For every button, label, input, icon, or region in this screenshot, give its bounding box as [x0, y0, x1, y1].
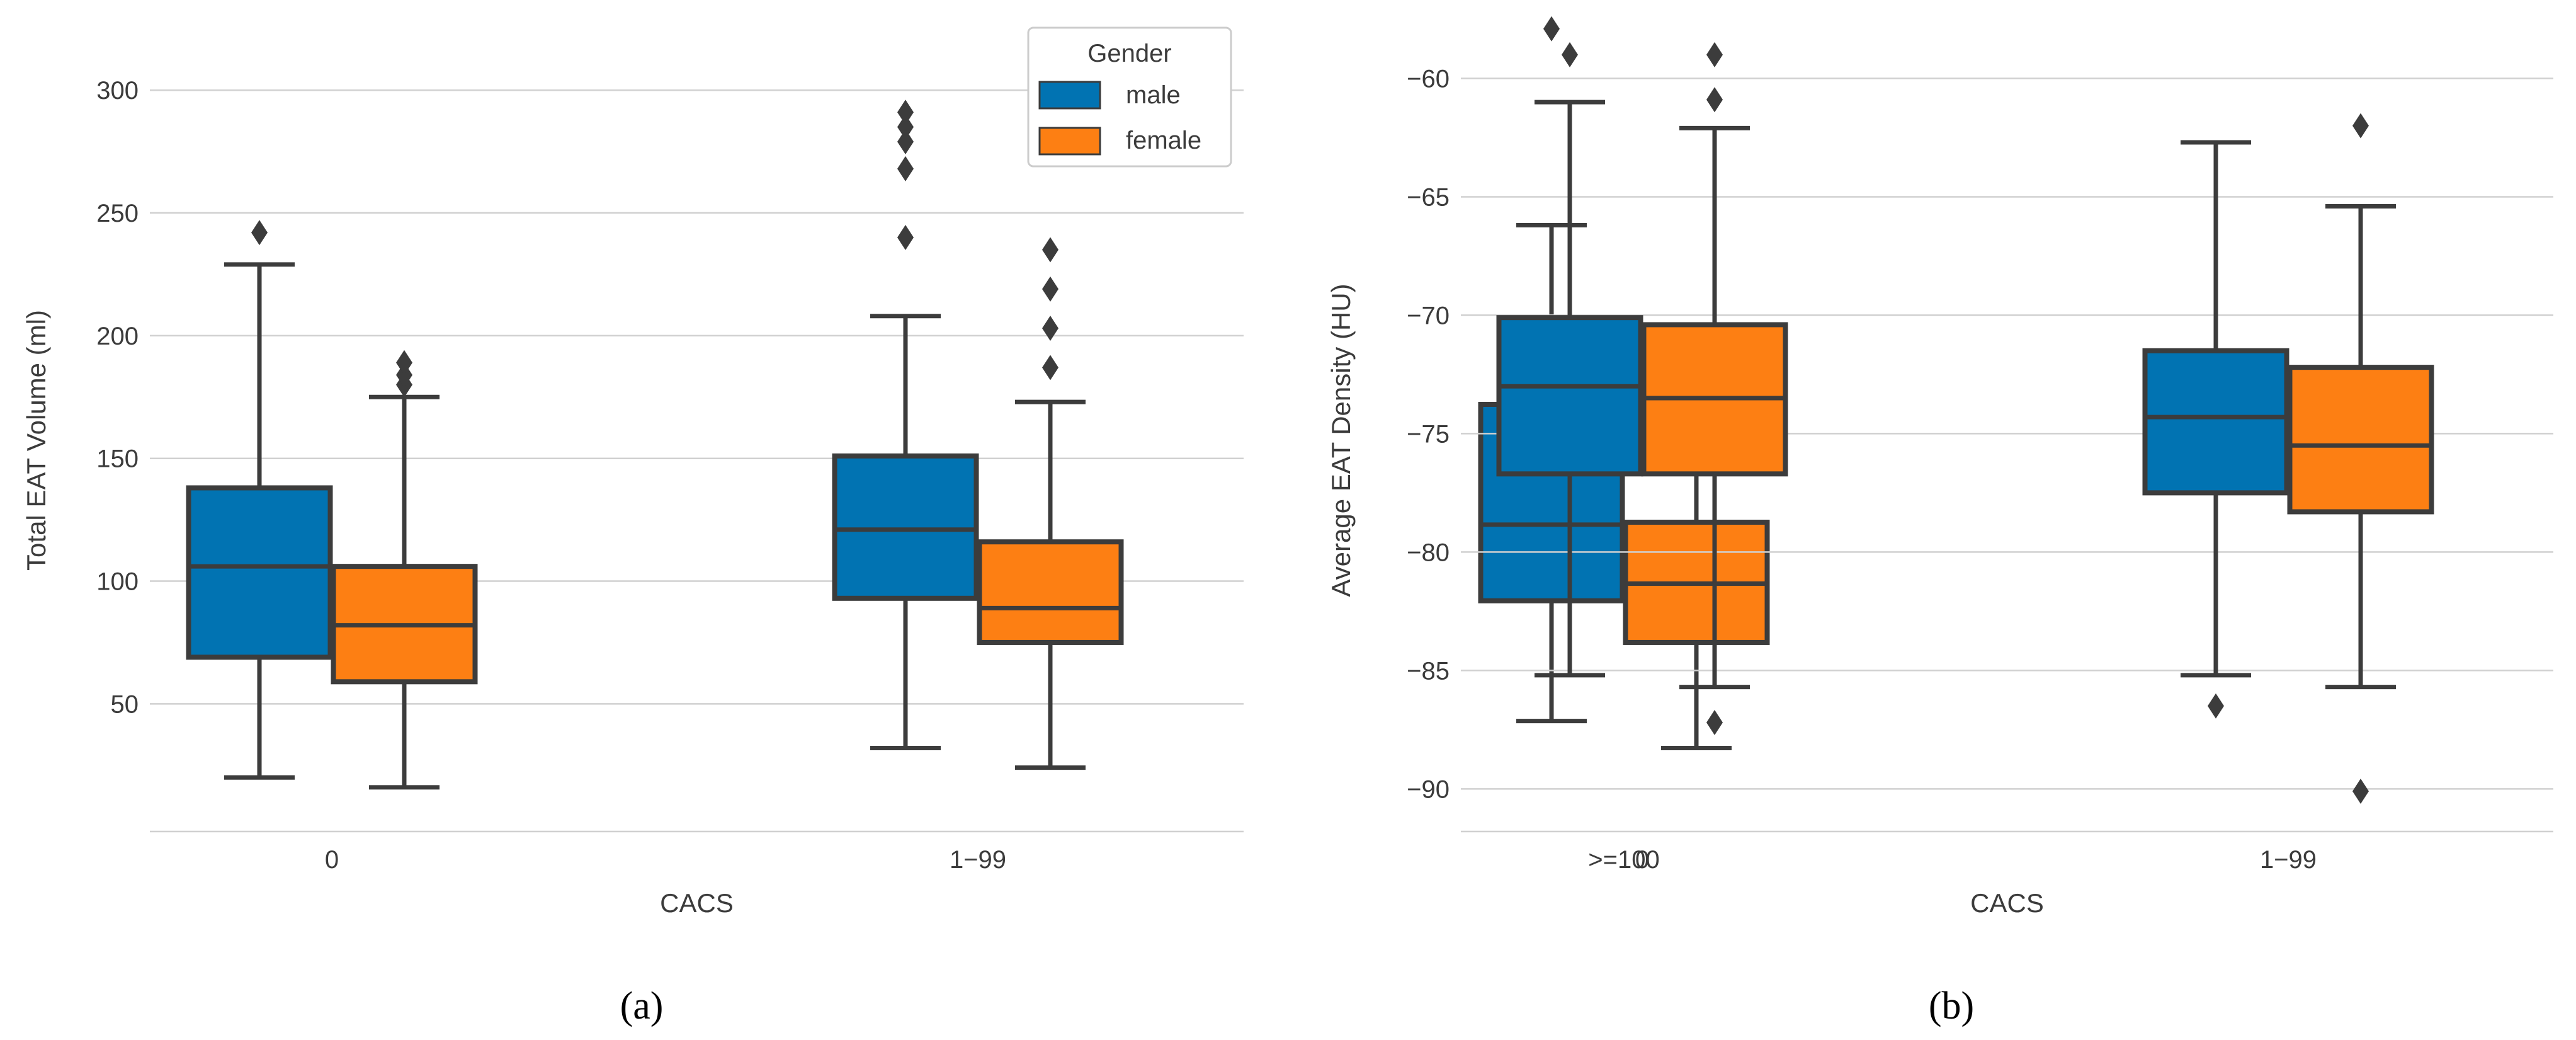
- chart-panel-b: −90 −85 −80 −75 −70 −65 −60 0 1−99 >=100 CACS Avera…: [1326, 42, 2553, 918]
- caption-b: (b): [1929, 985, 1974, 1027]
- x-axis-label: CACS: [1970, 888, 2044, 918]
- y-axis-label: Average EAT Density (HU): [1326, 283, 1356, 597]
- box-iqr: [2142, 348, 2289, 496]
- outlier-point: [897, 100, 914, 125]
- box-male-1: [2142, 140, 2289, 719]
- outlier-point: [1042, 237, 1058, 263]
- y-axis-label: Total EAT Volume (ml): [21, 310, 51, 571]
- box-female-1: [2287, 113, 2434, 804]
- y-tick-label: 150: [96, 445, 139, 473]
- outlier-point: [1042, 316, 1058, 341]
- box-female-0: [331, 350, 478, 790]
- outlier-point: [1042, 276, 1058, 302]
- box-iqr: [977, 539, 1124, 645]
- box-iqr: [832, 453, 979, 601]
- box-iqr: [2287, 365, 2434, 515]
- outlier-point: [1706, 710, 1723, 736]
- y-tick-label: 50: [111, 690, 139, 718]
- box-male-0: [186, 220, 333, 780]
- x-tick-label: 0: [1635, 846, 1649, 874]
- outlier-point: [897, 114, 914, 140]
- outlier-point: [1042, 355, 1058, 380]
- legend-title: Gender: [1087, 40, 1171, 67]
- outlier-point: [897, 225, 914, 251]
- y-tick-label: −75: [1407, 420, 1450, 448]
- outlier-point: [897, 129, 914, 155]
- y-tick-label: −70: [1407, 302, 1450, 329]
- y-tick-label: 300: [96, 77, 139, 105]
- outlier-point: [2352, 779, 2369, 804]
- box-female-0: [1641, 42, 1788, 736]
- box-male-0: [1496, 42, 1643, 678]
- box-iqr: [186, 485, 333, 660]
- outlier-point: [897, 156, 914, 181]
- y-tick-label: −85: [1407, 657, 1450, 685]
- y-tick-label: −80: [1407, 539, 1450, 566]
- legend: Gender male female: [1027, 26, 1232, 168]
- outlier-point: [251, 220, 268, 246]
- outlier-point: [2208, 693, 2224, 719]
- outlier-point: [1706, 87, 1723, 113]
- y-tick-label: 250: [96, 200, 139, 227]
- y-tick-label: −60: [1407, 65, 1450, 93]
- legend-label-male: male: [1126, 81, 1181, 109]
- box-iqr: [1496, 315, 1643, 477]
- legend-swatch-female: [1038, 127, 1101, 156]
- y-tick-label: −65: [1407, 183, 1450, 211]
- outlier-point: [1543, 16, 1560, 42]
- outlier-point: [396, 350, 412, 375]
- x-tick-label: 1−99: [2260, 846, 2317, 874]
- y-tick-label: −90: [1407, 775, 1450, 803]
- x-tick-label: 1−99: [950, 846, 1006, 874]
- legend-swatch-male: [1038, 81, 1101, 110]
- box-male-1: [832, 100, 979, 751]
- x-axis-label: CACS: [660, 888, 734, 918]
- legend-label-female: female: [1126, 127, 1201, 154]
- caption-a: (a): [620, 985, 664, 1027]
- outlier-point: [1706, 42, 1723, 67]
- x-tick-label: 0: [325, 846, 339, 874]
- box-female-1: [977, 237, 1124, 770]
- outlier-point: [1562, 42, 1578, 67]
- y-tick-label: 200: [96, 323, 139, 350]
- x-tick-label: >=100: [1588, 846, 1659, 874]
- y-tick-label: 100: [96, 568, 139, 596]
- outlier-point: [2352, 113, 2369, 139]
